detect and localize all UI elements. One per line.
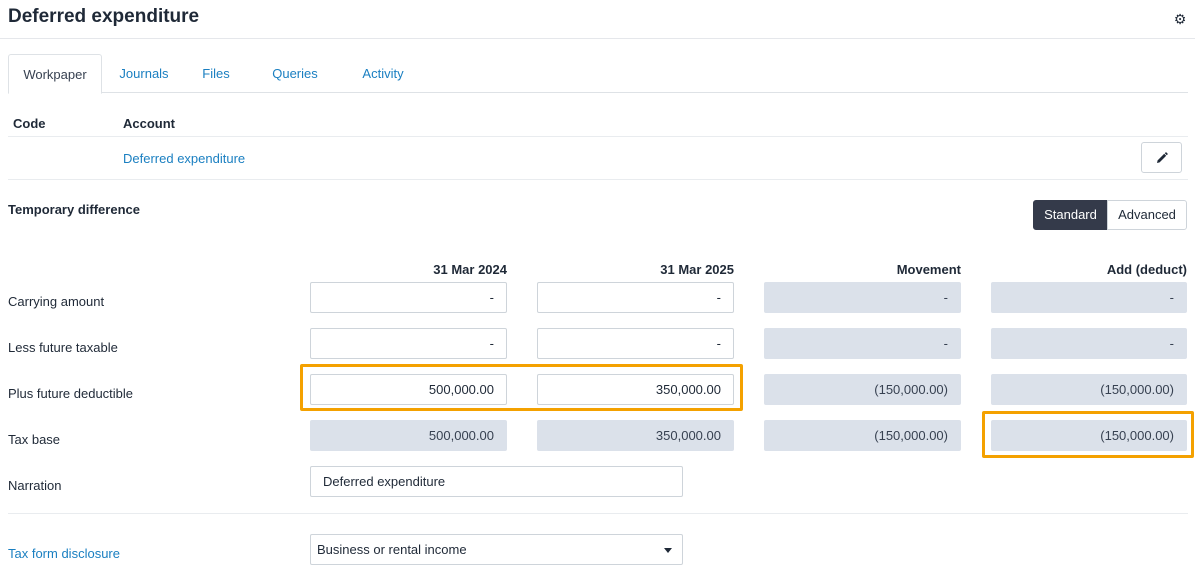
tax-form-disclosure-link[interactable]: Tax form disclosure bbox=[8, 546, 120, 561]
page-title: Deferred expenditure bbox=[8, 6, 200, 27]
tab-workpaper[interactable]: Workpaper bbox=[8, 54, 102, 94]
less-future-taxable-2025-input[interactable]: - bbox=[537, 328, 734, 359]
plus-future-deductible-2025-input[interactable]: 350,000.00 bbox=[537, 374, 734, 405]
carrying-amount-2024-input[interactable]: - bbox=[310, 282, 507, 313]
section-title: Temporary difference bbox=[8, 202, 140, 217]
tab-bar: Workpaper Journals Files Queries Activit… bbox=[8, 54, 1188, 94]
carrying-amount-2025-input[interactable]: - bbox=[537, 282, 734, 313]
column-header: Movement bbox=[896, 262, 961, 277]
carrying-amount-add-deduct: - bbox=[991, 282, 1187, 313]
column-header: 31 Mar 2025 bbox=[660, 262, 734, 277]
caret-down-icon bbox=[664, 548, 672, 553]
account-link[interactable]: Deferred expenditure bbox=[123, 151, 246, 166]
plus-future-deductible-2024-input[interactable]: 500,000.00 bbox=[310, 374, 507, 405]
pencil-icon bbox=[1156, 151, 1168, 163]
tax-form-selected-value: Business or rental income bbox=[317, 542, 467, 557]
edit-account-button[interactable] bbox=[1141, 142, 1182, 173]
tax-base-movement: (150,000.00) bbox=[764, 420, 961, 451]
account-column-header: Account bbox=[123, 116, 175, 131]
tab-queries[interactable]: Queries bbox=[272, 66, 318, 81]
narration-input[interactable]: Deferred expenditure bbox=[310, 466, 683, 497]
tax-base-2024: 500,000.00 bbox=[310, 420, 507, 451]
standard-toggle[interactable]: Standard bbox=[1033, 200, 1108, 230]
tab-activity[interactable]: Activity bbox=[362, 66, 404, 81]
page-header: Deferred expenditure ⚙ bbox=[0, 0, 1195, 39]
plus-future-deductible-add-deduct: (150,000.00) bbox=[991, 374, 1187, 405]
column-header: Add (deduct) bbox=[1106, 262, 1187, 277]
code-column-header: Code bbox=[13, 116, 46, 131]
table-divider bbox=[8, 179, 1188, 180]
advanced-toggle[interactable]: Advanced bbox=[1107, 200, 1187, 230]
gear-icon[interactable]: ⚙ bbox=[1173, 11, 1187, 27]
tax-base-add-deduct: (150,000.00) bbox=[991, 420, 1187, 451]
row-label: Carrying amount bbox=[8, 294, 105, 309]
row-label: Tax base bbox=[8, 432, 61, 447]
plus-future-deductible-movement: (150,000.00) bbox=[764, 374, 961, 405]
row-label: Plus future deductible bbox=[8, 386, 134, 401]
section-divider bbox=[8, 513, 1188, 514]
row-label: Narration bbox=[8, 478, 62, 493]
tax-form-select[interactable]: Business or rental income bbox=[310, 534, 683, 565]
table-divider bbox=[8, 136, 1188, 137]
less-future-taxable-movement: - bbox=[764, 328, 961, 359]
tab-files[interactable]: Files bbox=[202, 66, 230, 81]
column-header: 31 Mar 2024 bbox=[433, 262, 507, 277]
tax-base-2025: 350,000.00 bbox=[537, 420, 734, 451]
carrying-amount-movement: - bbox=[764, 282, 961, 313]
less-future-taxable-2024-input[interactable]: - bbox=[310, 328, 507, 359]
less-future-taxable-add-deduct: - bbox=[991, 328, 1187, 359]
tab-journals[interactable]: Journals bbox=[119, 66, 169, 81]
row-label: Less future taxable bbox=[8, 340, 118, 355]
